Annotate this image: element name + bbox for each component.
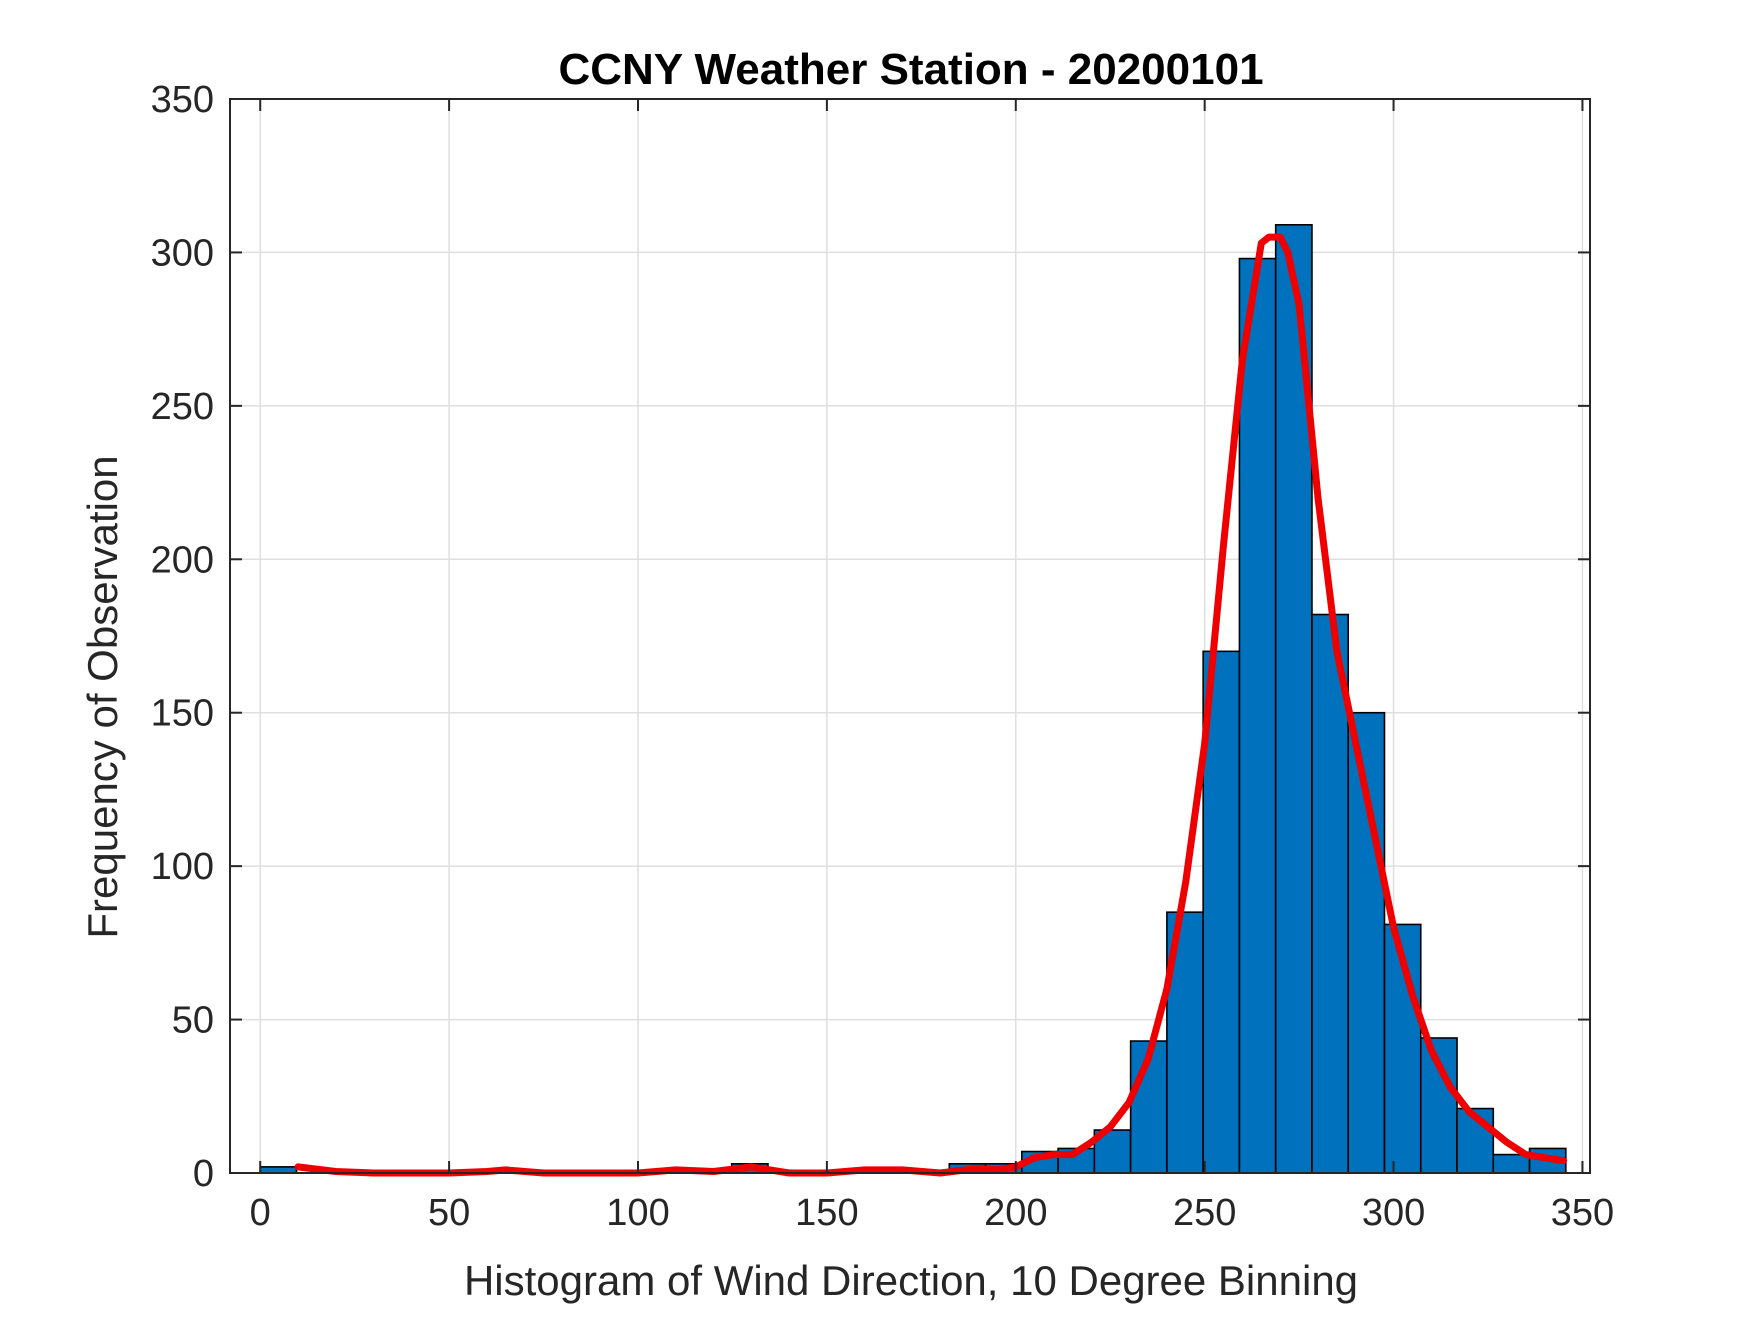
x-tick-label: 0 xyxy=(250,1192,271,1234)
y-ticks: 0 50 100 150 200 250 300 350 xyxy=(151,79,1590,1195)
x-tick-label: 150 xyxy=(795,1192,858,1234)
histogram-bar xyxy=(1238,257,1277,1174)
axes-box xyxy=(229,98,1591,1174)
x-tick-label: 100 xyxy=(606,1192,669,1234)
chart-title: CCNY Weather Station - 20200101 xyxy=(558,45,1263,94)
y-tick-label: 350 xyxy=(151,79,214,121)
y-tick-label: 250 xyxy=(151,386,214,428)
x-axis-label: Histogram of Wind Direction, 10 Degree B… xyxy=(464,1257,1358,1304)
x-tick-label: 300 xyxy=(1362,1192,1425,1234)
x-tick-label: 350 xyxy=(1551,1192,1614,1234)
y-tick-label: 100 xyxy=(151,846,214,888)
x-ticks: 0 50 100 150 200 250 300 350 xyxy=(250,99,1614,1234)
y-tick-label: 50 xyxy=(172,1000,214,1042)
x-tick-label: 50 xyxy=(428,1192,470,1234)
y-tick-label: 0 xyxy=(193,1153,214,1195)
histogram-bar xyxy=(1311,613,1350,1174)
x-tick-label: 250 xyxy=(1173,1192,1236,1234)
y-axis-label: Frequency of Observation xyxy=(79,455,126,938)
axes-frame xyxy=(229,98,1591,1174)
y-tick-label: 200 xyxy=(151,539,214,581)
y-tick-label: 300 xyxy=(151,232,214,274)
x-tick-label: 200 xyxy=(984,1192,1047,1234)
histogram-bars xyxy=(259,224,1567,1174)
y-tick-label: 150 xyxy=(151,693,214,735)
